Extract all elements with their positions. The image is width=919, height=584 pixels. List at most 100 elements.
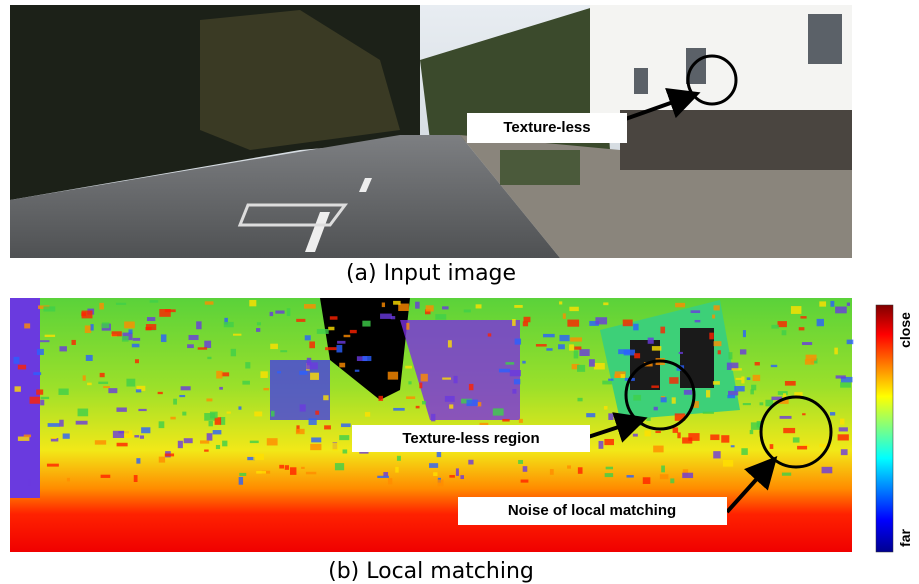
speckle: [736, 378, 742, 380]
speckle: [116, 303, 126, 305]
speckle: [633, 395, 641, 401]
speckle: [603, 302, 608, 305]
speckle: [82, 311, 93, 319]
speckle: [309, 341, 315, 348]
speckle: [499, 369, 510, 373]
speckle: [782, 330, 787, 335]
speckle: [546, 348, 552, 350]
speckle: [569, 307, 578, 311]
speckle: [311, 437, 321, 442]
speckle: [328, 327, 334, 331]
speckle: [132, 344, 140, 348]
speckle: [514, 379, 520, 384]
speckle: [669, 377, 678, 384]
speckle: [791, 306, 801, 314]
speckle: [231, 349, 236, 356]
speckle: [840, 382, 851, 388]
speckle: [408, 381, 411, 384]
speckle: [522, 361, 525, 364]
speckle: [714, 305, 720, 310]
speckle: [45, 335, 55, 337]
speckle: [138, 409, 146, 411]
speckle: [362, 356, 371, 361]
speckle: [256, 328, 260, 332]
speckle: [661, 397, 667, 402]
speckle: [83, 375, 86, 380]
speckle: [315, 411, 319, 415]
speckle: [406, 323, 409, 330]
speckle: [141, 427, 150, 433]
speckle: [271, 411, 275, 417]
speckle: [741, 448, 747, 455]
speckle: [287, 308, 291, 316]
speckle: [839, 427, 848, 431]
speckle: [732, 368, 742, 370]
speckle: [112, 331, 122, 336]
speckle: [445, 396, 455, 402]
speckle: [159, 421, 165, 428]
speckle: [577, 365, 585, 372]
speckle: [718, 350, 721, 354]
speckle: [159, 457, 165, 463]
speckle: [239, 473, 246, 476]
speckle: [245, 362, 250, 368]
speckle: [740, 349, 746, 354]
speckle: [184, 438, 193, 443]
speckle: [802, 342, 812, 345]
speckle: [395, 467, 398, 473]
speckle: [91, 324, 94, 330]
speckle: [419, 383, 422, 389]
speckle: [18, 365, 26, 370]
speckle: [456, 468, 459, 476]
speckle: [388, 478, 392, 484]
speckle: [579, 349, 589, 356]
speckle: [515, 339, 521, 345]
speckle: [405, 366, 412, 369]
speckle: [239, 477, 243, 485]
speckle: [310, 444, 321, 450]
speckle: [608, 413, 613, 420]
speckle: [310, 373, 319, 380]
speckle: [101, 475, 111, 478]
speckle: [215, 417, 221, 425]
speckle: [40, 400, 44, 406]
speckle: [415, 302, 420, 309]
speckle: [204, 341, 211, 348]
speckle: [673, 427, 678, 433]
speckle: [238, 406, 241, 409]
speckle: [449, 404, 453, 408]
speckle: [256, 471, 266, 474]
speckle: [301, 467, 305, 469]
speckle: [799, 327, 805, 330]
speckle: [134, 475, 138, 482]
speckle: [604, 406, 608, 410]
speckle: [147, 317, 155, 321]
speckle: [365, 412, 370, 417]
speckle: [797, 446, 807, 450]
speckle: [750, 389, 753, 394]
caption: (a) Input image: [346, 261, 516, 286]
speckle: [654, 407, 658, 411]
speckle: [822, 467, 833, 473]
speckle: [623, 320, 633, 327]
speckle: [800, 316, 806, 318]
speckle: [426, 305, 434, 311]
speckle: [731, 445, 735, 447]
speckle: [416, 406, 420, 409]
speckle: [335, 463, 344, 470]
speckle: [306, 472, 316, 474]
speckle: [606, 467, 613, 470]
speckle: [682, 473, 693, 478]
speckle: [309, 418, 317, 425]
speckle: [14, 357, 20, 364]
speckle: [98, 382, 108, 384]
speckle: [103, 386, 110, 388]
speckle: [751, 422, 761, 429]
speckle: [653, 446, 663, 453]
speckle: [643, 477, 651, 484]
speckle: [454, 376, 458, 383]
speckle: [337, 341, 345, 344]
speckle: [805, 359, 814, 364]
speckle: [161, 334, 167, 342]
speckle: [599, 441, 604, 449]
